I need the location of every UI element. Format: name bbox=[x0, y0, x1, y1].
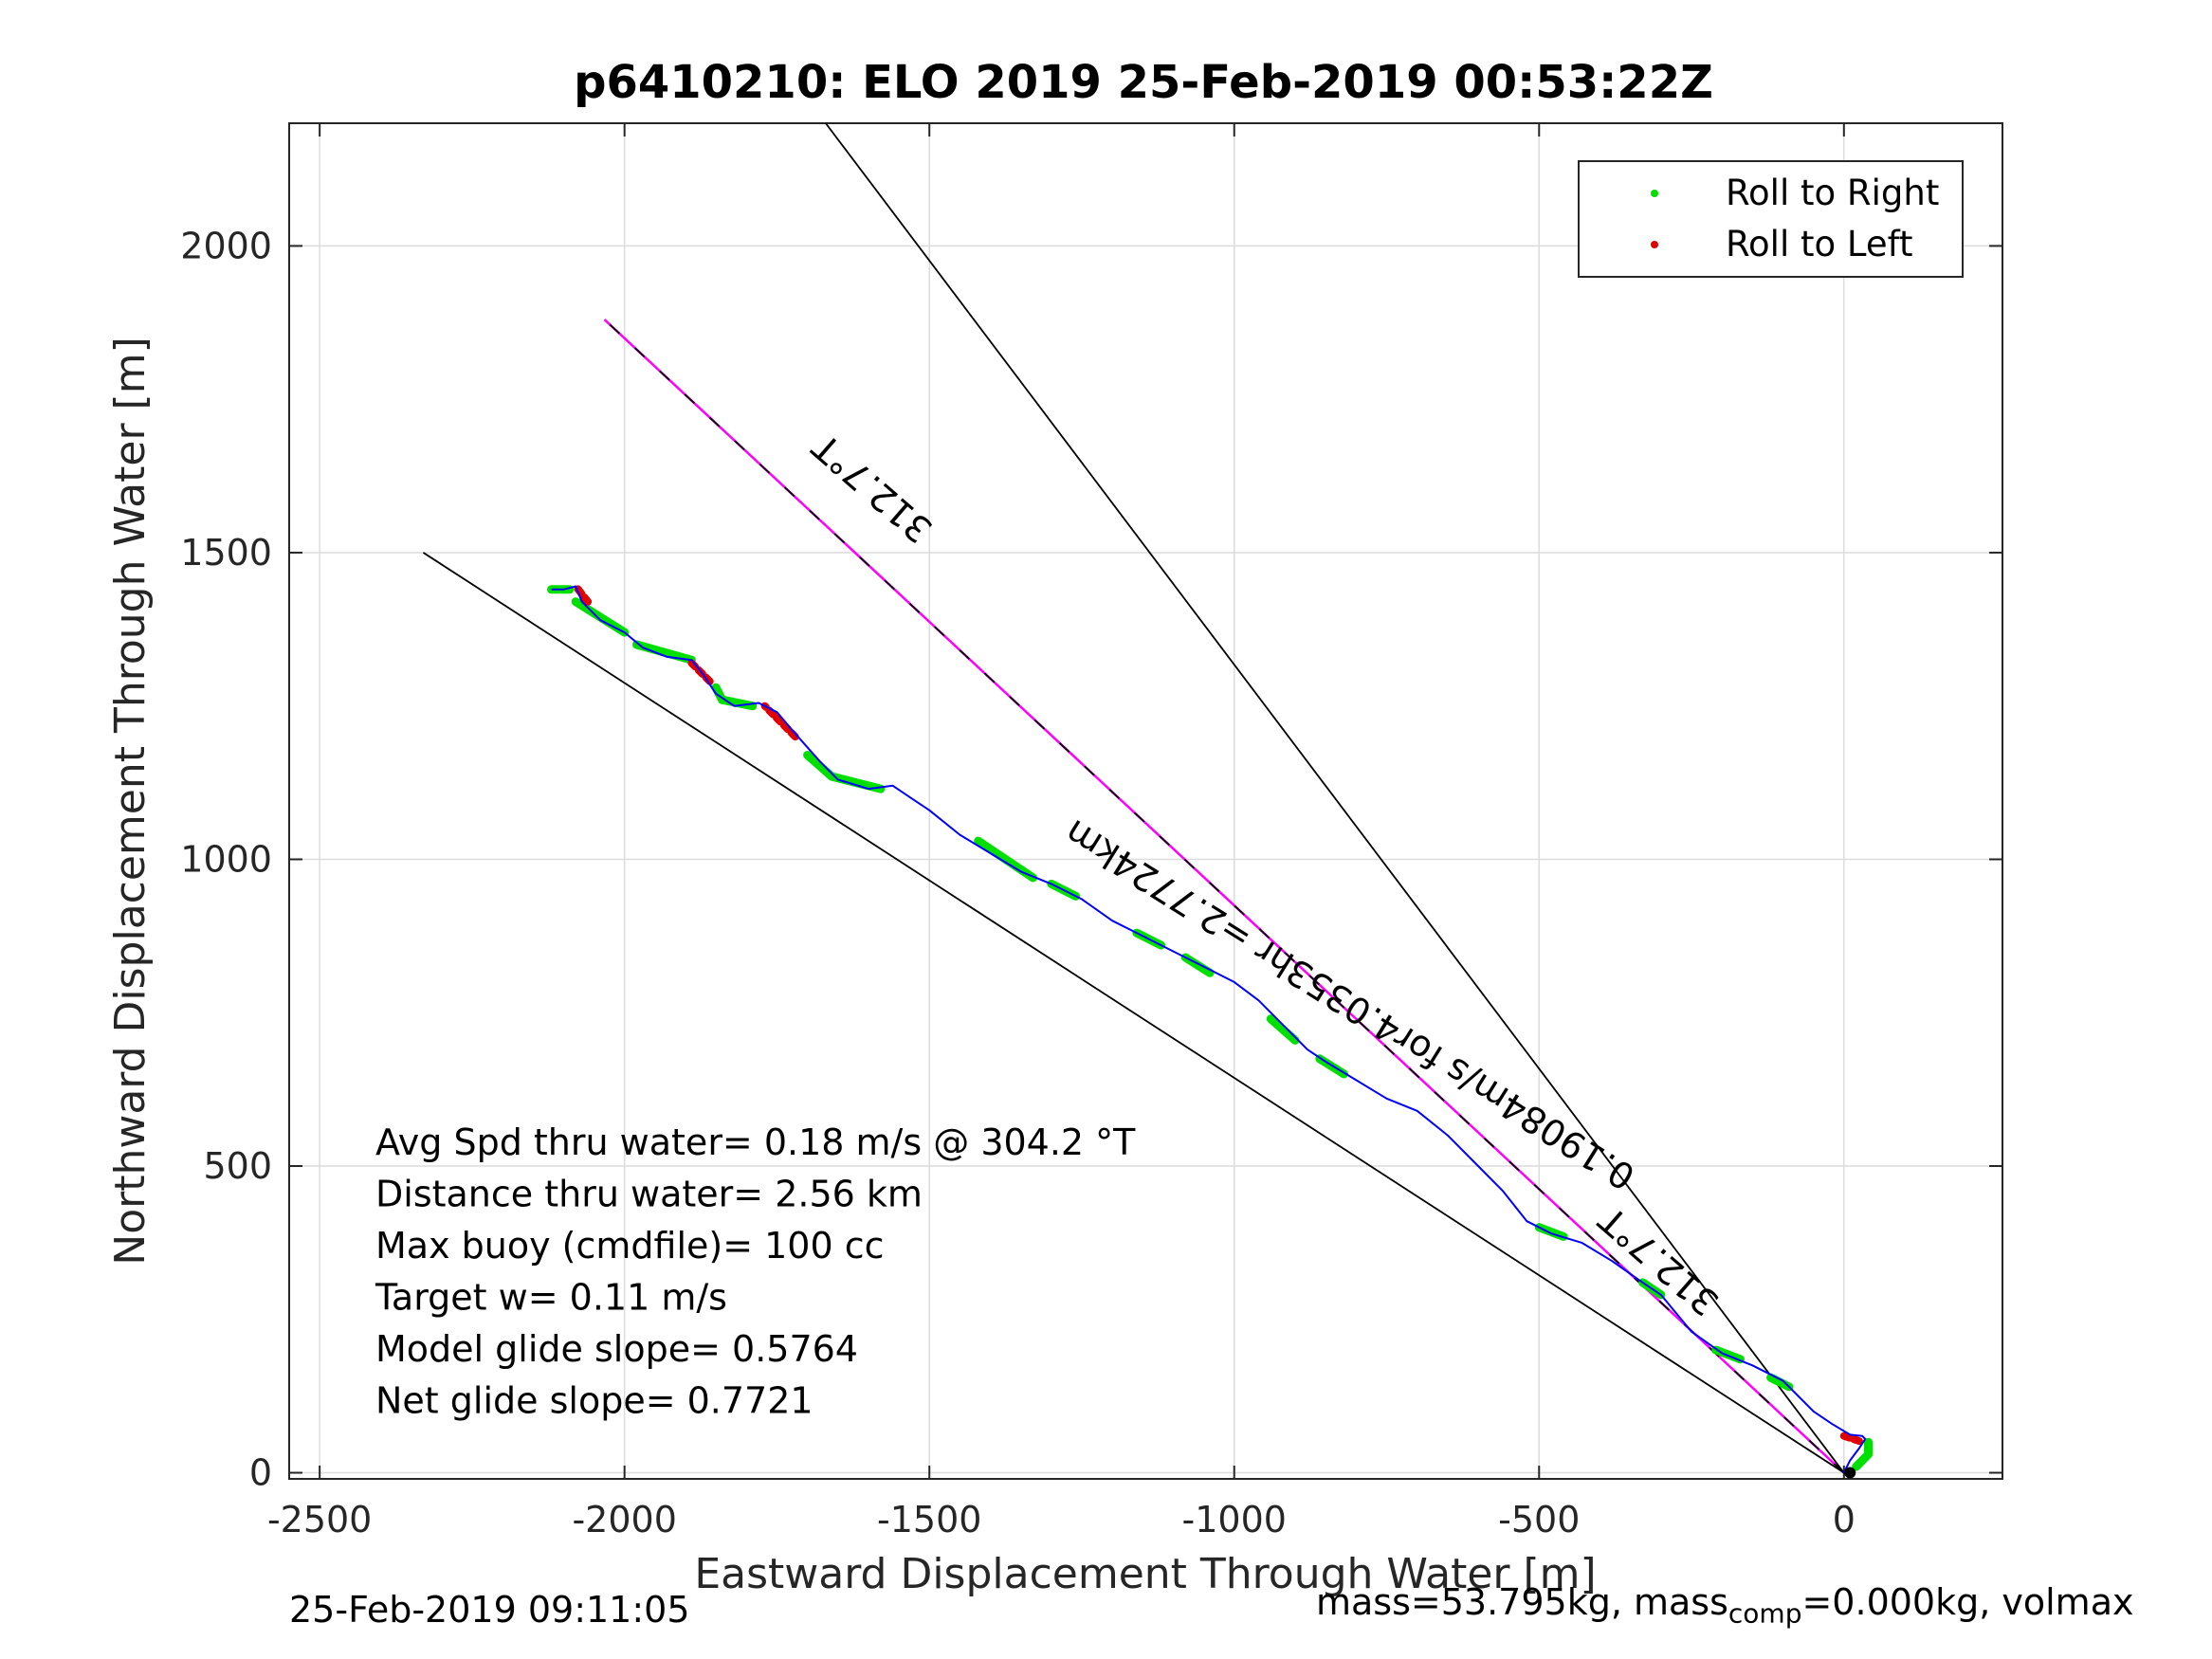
legend-label-roll-left: Roll to Left bbox=[1726, 224, 1913, 264]
footer-timestamp: 25-Feb-2019 09:11:05 bbox=[289, 1589, 690, 1631]
legend-marker-roll-left bbox=[1651, 241, 1658, 248]
y-tick-label: 0 bbox=[249, 1452, 272, 1494]
x-tick-label: -2000 bbox=[572, 1499, 676, 1540]
roll-left-segment bbox=[760, 702, 799, 741]
y-tick-label: 2000 bbox=[180, 225, 272, 266]
stats-line: Target w= 0.11 m/s bbox=[375, 1277, 727, 1319]
glider-track bbox=[547, 582, 1873, 1479]
reference-line-wedge-left bbox=[422, 552, 1845, 1474]
mass-subscript: comp bbox=[1728, 1597, 1802, 1630]
roll-left-segment bbox=[1839, 1431, 1867, 1447]
roll-right-segment bbox=[1266, 1014, 1300, 1045]
reference-line-heading-mid-black bbox=[603, 319, 1845, 1474]
roll-right-segment bbox=[974, 836, 1037, 883]
grid-lines bbox=[289, 123, 2002, 1479]
y-tick-label: 500 bbox=[203, 1145, 272, 1187]
line-annotation: 312.7°T bbox=[804, 425, 940, 551]
roll-right-segment bbox=[1852, 1437, 1873, 1471]
stats-line: Model glide slope= 0.5764 bbox=[375, 1328, 858, 1370]
stats-line: Net glide slope= 0.7721 bbox=[375, 1380, 814, 1422]
line-annotation: 0.19084m/s for4.0353hr =2.7724km bbox=[1057, 811, 1642, 1198]
footer-mass-info: mass=53.795kg, masscomp=0.000kg, volmax bbox=[1316, 1581, 2133, 1630]
plot-area-frame bbox=[288, 122, 2003, 1480]
legend-box bbox=[1578, 160, 1964, 278]
track-line bbox=[551, 585, 1867, 1473]
reference-lines bbox=[422, 122, 1845, 1474]
x-axis-label: Eastward Displacement Through Water [m] bbox=[694, 1550, 1596, 1598]
roll-right-segment bbox=[711, 683, 758, 711]
legend: Roll to Right Roll to Left bbox=[1578, 160, 1964, 278]
y-tick-label: 1500 bbox=[180, 532, 272, 574]
mass-prefix: mass=53.795kg, mass bbox=[1316, 1581, 1728, 1623]
mass-suffix: =0.000kg, volmax bbox=[1801, 1581, 2134, 1623]
track-end-marker bbox=[1844, 1467, 1856, 1479]
x-tick-label: 0 bbox=[1833, 1499, 1856, 1540]
roll-right-segment bbox=[803, 751, 886, 793]
stats-text-block: Avg Spd thru water= 0.18 m/s @ 304.2 °T D… bbox=[375, 1121, 1136, 1422]
x-tick-label: -2500 bbox=[267, 1499, 372, 1540]
x-tick-label: -500 bbox=[1498, 1499, 1580, 1540]
stats-line: Max buoy (cmdfile)= 100 cc bbox=[375, 1225, 885, 1267]
legend-label-roll-right: Roll to Right bbox=[1726, 173, 1939, 213]
axis-ticks: -2500 -2000 -1500 -1000 -500 0 0 500 1000 1500 200… bbox=[180, 123, 2002, 1540]
y-tick-label: 1000 bbox=[180, 838, 272, 880]
x-tick-label: -1000 bbox=[1182, 1499, 1287, 1540]
y-axis-label: Northward Displacement Through Water [m] bbox=[106, 337, 155, 1265]
stats-line: Distance thru water= 2.56 km bbox=[375, 1174, 923, 1215]
roll-right-segment bbox=[632, 640, 696, 665]
reference-line-wedge-right bbox=[825, 122, 1845, 1474]
roll-right-segment bbox=[1766, 1373, 1794, 1392]
chart-title: p6410210: ELO 2019 25-Feb-2019 00:53:22Z bbox=[574, 56, 1713, 109]
x-tick-label: -1500 bbox=[877, 1499, 981, 1540]
stats-line: Avg Spd thru water= 0.18 m/s @ 304.2 °T bbox=[375, 1121, 1136, 1163]
legend-marker-roll-right bbox=[1651, 190, 1658, 197]
